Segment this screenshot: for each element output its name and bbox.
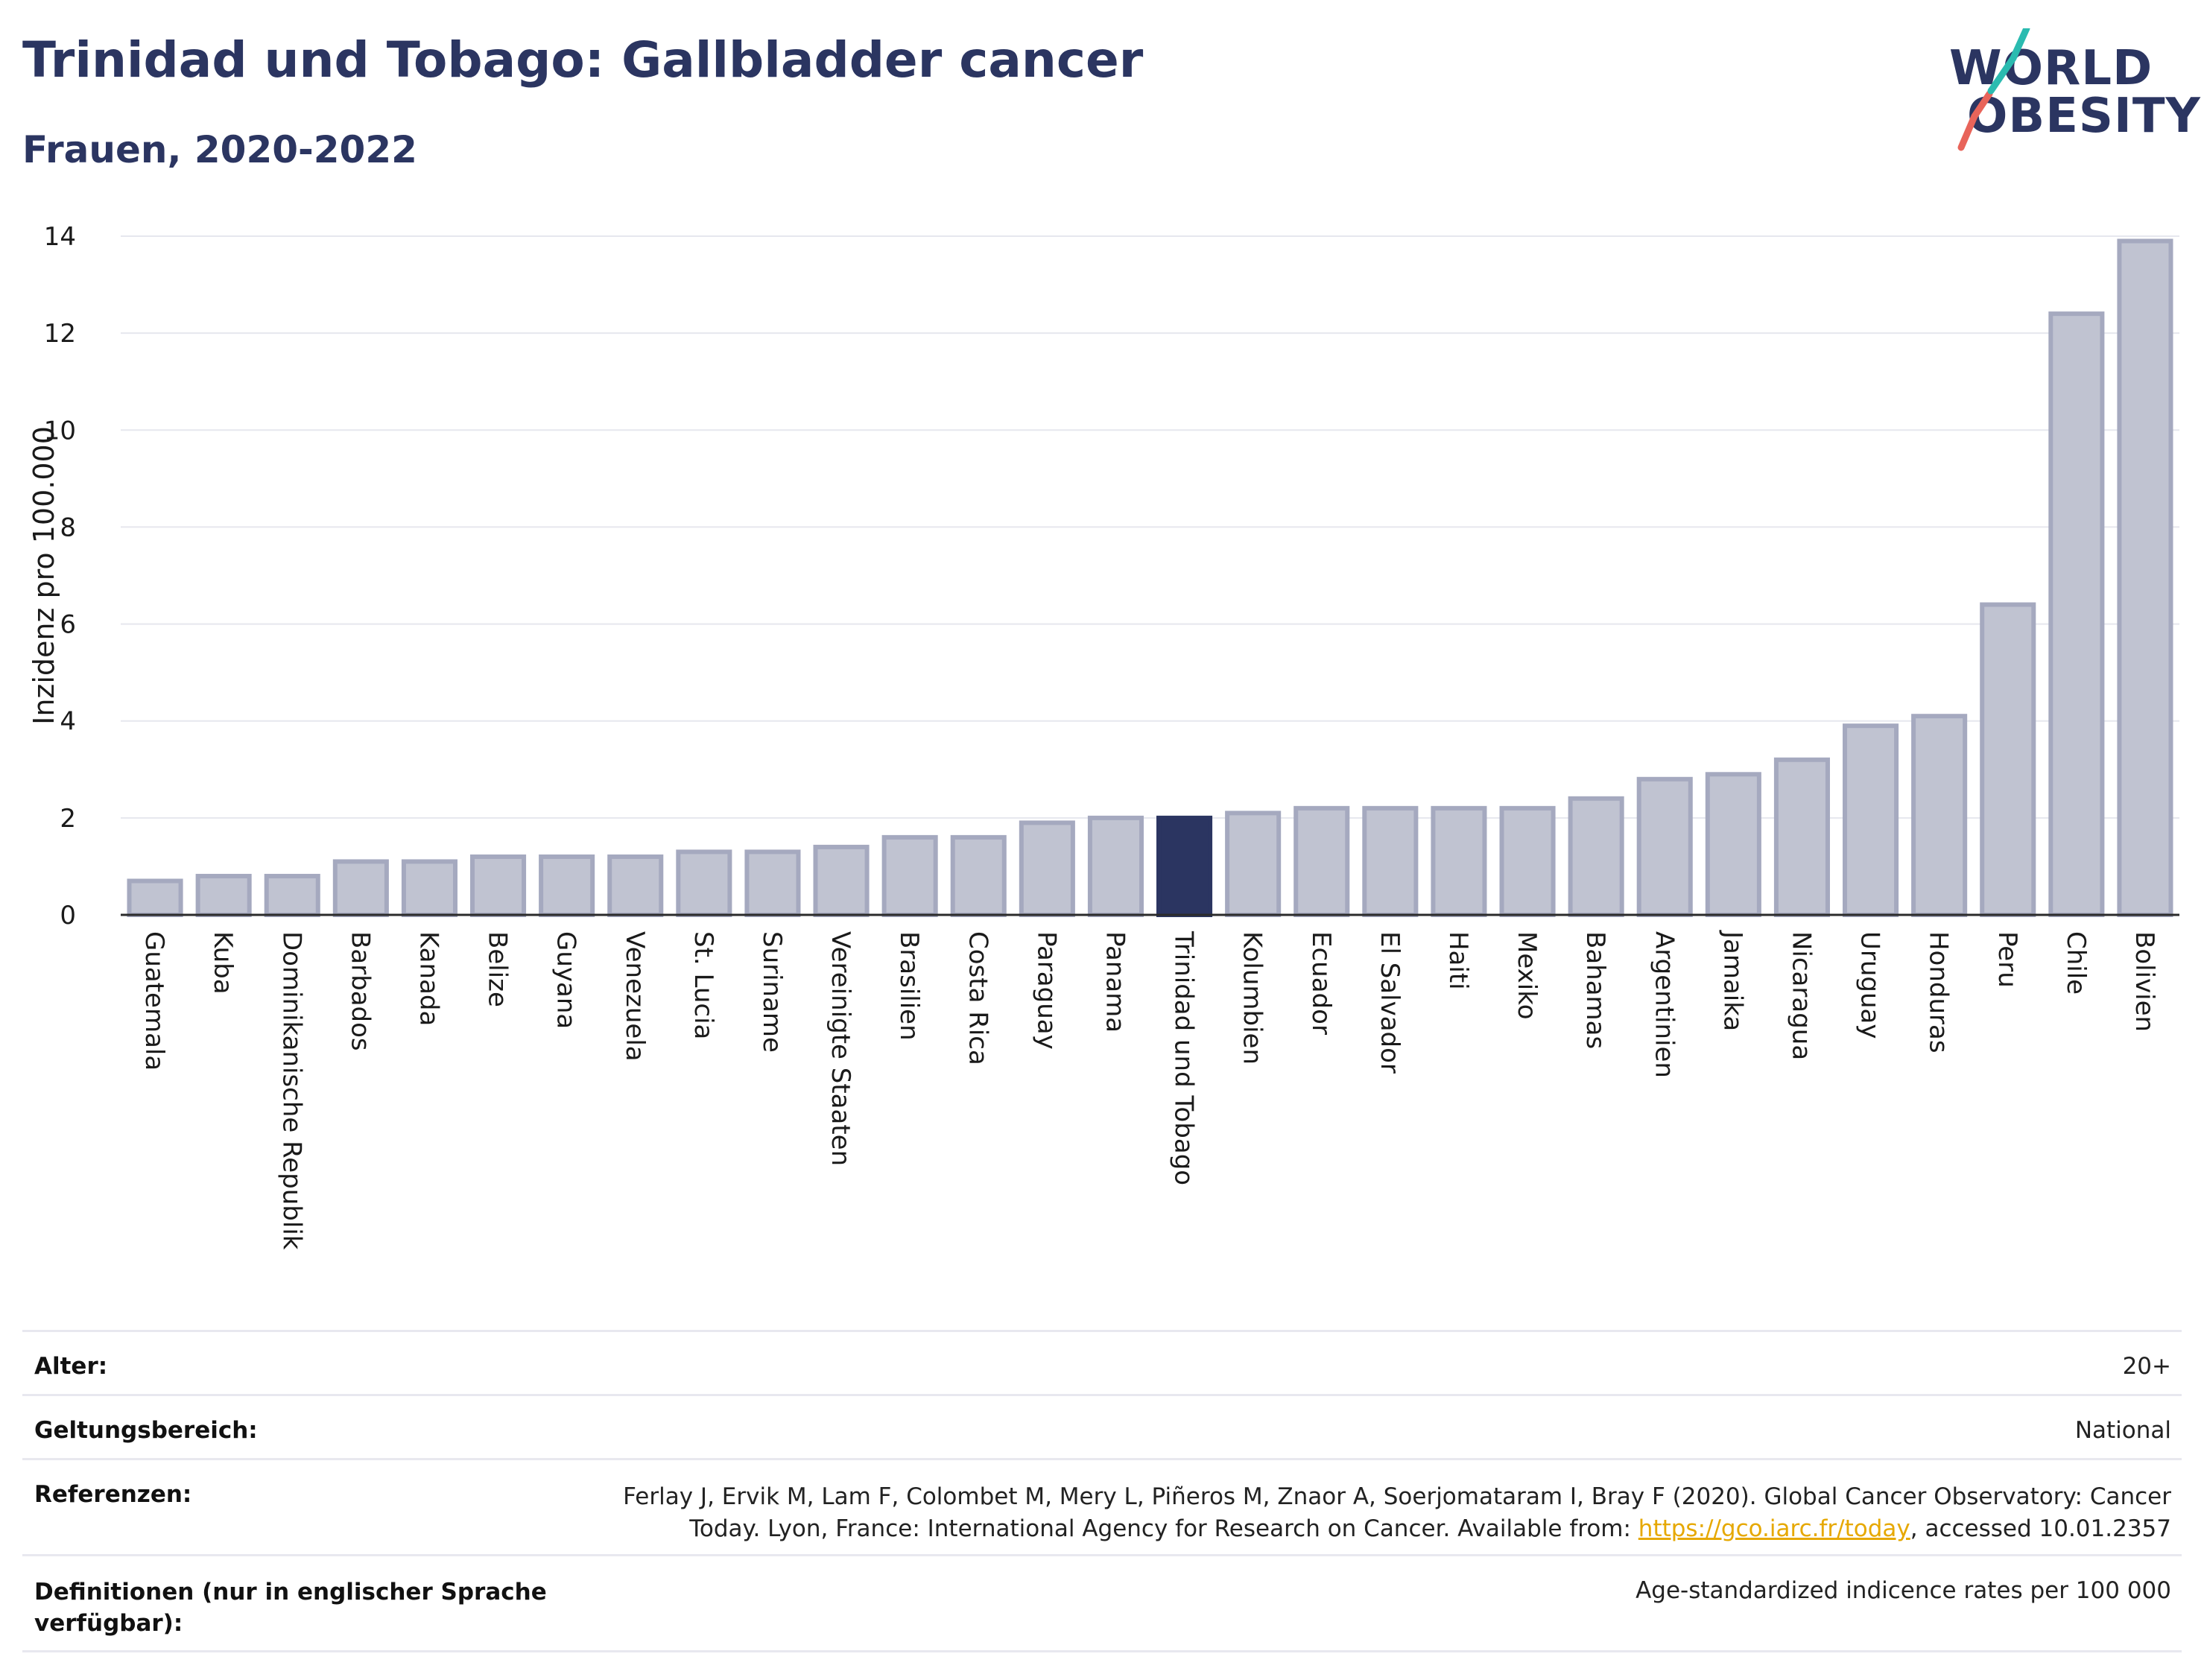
x-tick-label: Peru [1992,931,2022,988]
x-tick-label: Belize [483,931,513,1007]
bar[interactable] [1293,805,1350,917]
x-tick-label: Dominikanische Republik [276,931,306,1250]
x-tick-label: Honduras [1924,931,1954,1053]
logo-word-obesity: OBESITY [1967,89,2201,144]
bar-highlighted[interactable] [1156,815,1213,917]
bar[interactable] [264,873,320,918]
x-tick-label: Vereinigte Staaten [826,931,855,1166]
x-tick-label: Panama [1100,931,1130,1033]
y-tick-label: 14 [44,222,76,252]
metadata-table: Alter: 20+ Geltungsbereich: National Ref… [22,1330,2182,1652]
x-tick-label: Kuba [208,931,238,995]
definitions-label: Definitionen (nur in englischer Sprache … [34,1579,547,1637]
references-label: Referenzen: [34,1481,192,1508]
row-scope: Geltungsbereich: National [22,1394,2182,1458]
x-tick-label: Costa Rica [963,931,992,1065]
x-tick-label: Haiti [1443,931,1473,990]
bar[interactable] [1980,602,2036,917]
x-tick-label: Venezuela [620,931,650,1062]
bar[interactable] [1362,805,1419,917]
bar-chart: 0 2 4 6 8 10 12 14 Guatemala Kuba Dominikanische … [28,222,2179,1250]
bar[interactable] [539,854,595,918]
bar[interactable] [401,859,457,918]
row-age: Alter: 20+ [22,1330,2182,1394]
x-tick-label: Argentinien [1649,931,1679,1078]
x-tick-label: Kolumbien [1238,931,1267,1065]
x-tick-label: Suriname [757,931,787,1053]
references-text: Ferlay J, Ervik M, Lam F, Colombet M, Me… [569,1481,2171,1546]
bar[interactable] [1843,723,1899,917]
x-tick-label: Ecuador [1306,931,1336,1035]
scope-value: National [2074,1417,2171,1444]
grid-lines [121,235,2179,916]
bar[interactable] [195,873,252,918]
x-tick-label: St. Lucia [688,931,718,1039]
x-tick-label: Barbados [345,931,375,1051]
age-value: 20+ [2122,1353,2171,1380]
x-tick-label: Bahamas [1580,931,1610,1049]
x-tick-label: Nicaragua [1786,931,1816,1060]
x-tick-label: Kanada [414,931,443,1026]
x-axis-ticks: Guatemala Kuba Dominikanische Republik Barb… [139,930,2159,1250]
row-definitions: Definitionen (nur in englischer Sprache … [22,1554,2182,1652]
age-label: Alter: [34,1353,108,1380]
x-tick-label: Trinidad und Tobago [1169,931,1199,1185]
y-tick-label: 2 [60,804,76,834]
bar[interactable] [950,834,1007,918]
bar[interactable] [1499,805,1556,917]
bar[interactable] [1705,772,1761,917]
x-tick-label: Paraguay [1031,931,1061,1050]
bar[interactable] [1911,714,1968,917]
y-tick-label: 10 [44,416,76,446]
bar[interactable] [813,844,870,918]
x-tick-label: Uruguay [1855,931,1885,1039]
x-tick-label: El Salvador [1375,931,1405,1074]
x-tick-label: Guyana [551,931,581,1029]
bar[interactable] [1019,820,1075,917]
bar[interactable] [332,859,389,918]
logo-word-world: WORLD [1949,41,2153,96]
y-tick-label: 6 [60,610,76,640]
x-tick-label: Bolivien [2129,931,2159,1032]
bars [127,238,2173,918]
x-tick-label: Brasilien [894,931,924,1041]
references-text-part1: Ferlay J, Ervik M, Lam F, Colombet M, Me… [623,1483,2171,1543]
bar[interactable] [127,878,183,918]
bar[interactable] [2048,311,2105,918]
bar[interactable] [1087,815,1144,917]
bar[interactable] [744,849,801,918]
chart-subtitle: Frauen, 2020-2022 [22,128,417,171]
definitions-value: Age-standardized indicence rates per 100… [1635,1577,2171,1604]
scope-label: Geltungsbereich: [34,1417,258,1444]
bar[interactable] [470,854,527,918]
bar[interactable] [1225,811,1282,917]
y-axis-ticks: 0 2 4 6 8 10 12 14 [44,222,76,931]
row-references: Referenzen: Ferlay J, Ervik M, Lam F, Co… [22,1458,2182,1554]
y-tick-label: 4 [60,707,76,737]
bar[interactable] [1636,776,1693,917]
chart-title: Trinidad und Tobago: Gallbladder cancer [22,31,1144,89]
x-tick-label: Jamaika [1717,930,1747,1031]
bar[interactable] [881,834,938,918]
y-tick-label: 12 [44,319,76,349]
x-tick-label: Mexiko [1512,931,1542,1020]
x-tick-label: Chile [2061,931,2091,995]
bar[interactable] [1431,805,1487,917]
bar[interactable] [1773,757,1830,917]
y-tick-label: 8 [60,513,76,542]
world-obesity-logo[interactable]: WORLD OBESITY [1945,28,2200,155]
bar[interactable] [2117,238,2173,917]
bar[interactable] [1568,796,1624,917]
references-text-part2: , accessed 10.01.2357 [1910,1515,2171,1543]
logo-slash-icon [1957,28,2030,151]
bar[interactable] [676,849,732,918]
y-tick-label: 0 [60,901,76,931]
x-tick-label: Guatemala [139,931,169,1071]
y-axis-label: Inzidenz pro 100.000 [28,426,60,725]
bar[interactable] [607,854,664,918]
references-link[interactable]: https://gco.iarc.fr/today [1638,1515,1910,1543]
